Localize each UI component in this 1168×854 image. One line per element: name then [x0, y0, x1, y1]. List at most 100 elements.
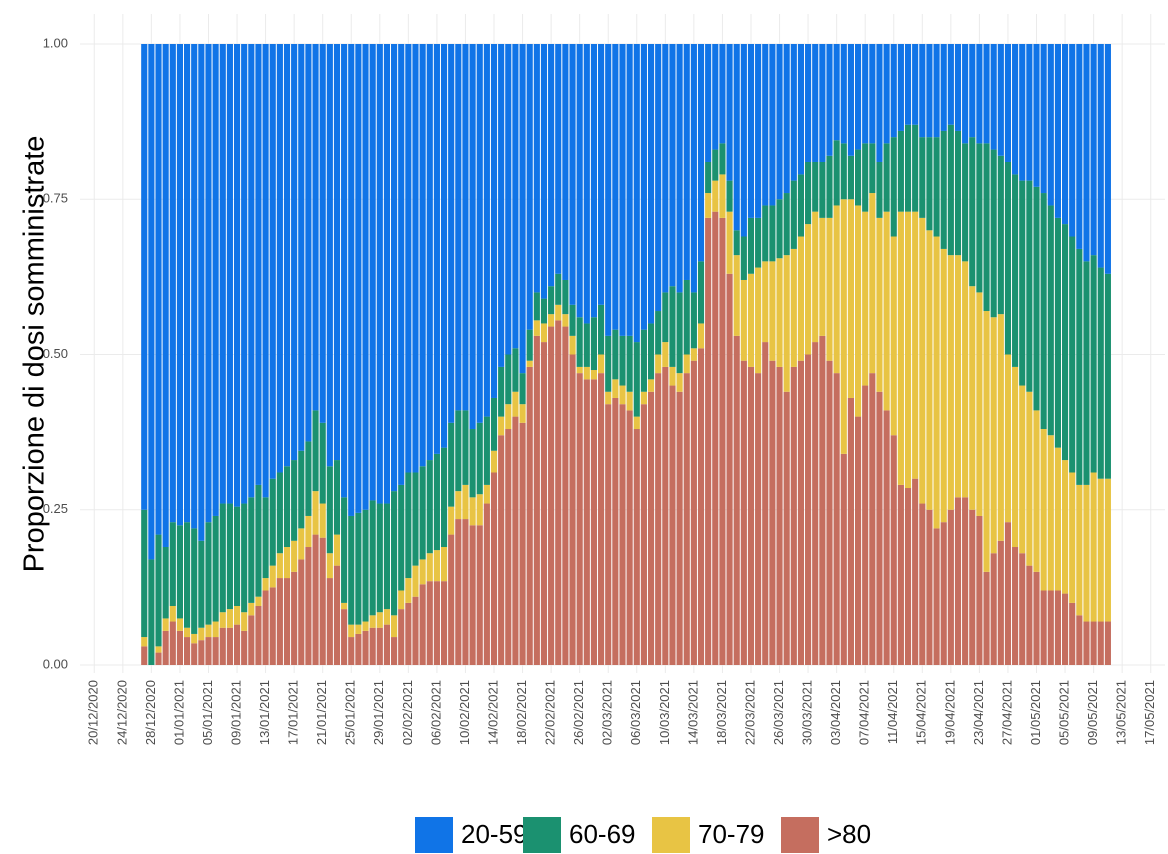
bar-segment	[1040, 590, 1047, 665]
bar-segment	[1069, 602, 1076, 665]
bar-segment	[455, 519, 462, 665]
bar-segment	[398, 590, 405, 610]
bar-segment	[890, 137, 897, 237]
bar-segment	[333, 534, 341, 566]
bar-segment	[662, 44, 669, 293]
bar-segment	[740, 279, 747, 361]
bar-segment	[690, 360, 697, 665]
x-tick-label: 13/01/2021	[257, 680, 272, 745]
bar-segment	[947, 255, 954, 510]
bar-segment	[198, 44, 205, 541]
bar-segment	[655, 373, 662, 665]
bar-segment	[1076, 44, 1083, 249]
bar-segment	[419, 44, 426, 467]
bar-segment	[219, 627, 226, 665]
x-tick-label: 09/05/2021	[1085, 680, 1100, 745]
bar-segment	[440, 44, 448, 448]
bar-segment	[655, 44, 662, 312]
bar-segment	[1104, 44, 1111, 274]
bar-segment	[540, 44, 548, 299]
bar-segment	[440, 581, 448, 665]
bar-segment	[1054, 447, 1061, 591]
bar-segment	[1069, 472, 1076, 603]
bar-segment	[162, 547, 169, 619]
bar-segment	[854, 416, 862, 665]
bar-segment	[205, 44, 212, 523]
bar-segment	[562, 279, 569, 315]
bar-segment	[548, 314, 555, 327]
bar-segment	[854, 149, 862, 206]
bar-segment	[826, 217, 833, 361]
bar-segment	[933, 137, 940, 237]
bar-segment	[205, 637, 212, 665]
bar-segment	[940, 522, 947, 665]
bar-segment	[355, 44, 362, 513]
bar-segment	[605, 404, 612, 665]
bar-segment	[291, 571, 298, 665]
bar-segment	[141, 637, 148, 647]
bar-segment	[962, 497, 969, 665]
bar-segment	[148, 559, 155, 665]
bar-segment	[433, 453, 440, 551]
bar-segment	[826, 155, 833, 218]
bar-segment	[326, 466, 333, 554]
bar-segment	[833, 140, 840, 206]
bar-segment	[369, 615, 376, 628]
bar-segment	[819, 161, 826, 218]
bar-segment	[1026, 44, 1033, 181]
bar-segment	[690, 348, 697, 361]
bar-segment	[812, 211, 819, 343]
bar-segment	[269, 565, 276, 588]
x-tick-label: 06/03/2021	[628, 680, 643, 745]
bar-segment	[1033, 186, 1040, 411]
bar-segment	[976, 143, 983, 293]
bar-segment	[705, 161, 712, 194]
bar-segment	[890, 44, 897, 138]
bar-segment	[298, 559, 305, 665]
bar-segment	[726, 273, 733, 665]
bar-segment	[255, 484, 262, 597]
bar-segment	[983, 311, 990, 572]
bar-segment	[269, 44, 276, 479]
bar-segment	[1061, 460, 1069, 594]
bar-segment	[419, 584, 426, 665]
bar-segment	[362, 621, 369, 631]
bar-segment	[533, 335, 540, 665]
bar-segment	[262, 44, 269, 498]
bar-segment	[897, 130, 904, 212]
bar-segment	[141, 44, 148, 510]
bar-segment	[683, 373, 690, 665]
bar-segment	[712, 180, 719, 212]
bar-segment	[876, 161, 883, 218]
bar-segment	[697, 348, 705, 665]
bar-segment	[226, 44, 233, 504]
bar-segment	[490, 397, 498, 451]
bar-segment	[926, 509, 933, 665]
bar-segment	[555, 320, 562, 665]
bar-segment	[762, 44, 769, 206]
bar-segment	[1061, 593, 1069, 665]
bar-segment	[298, 450, 305, 529]
bar-segment	[198, 627, 205, 641]
bar-segment	[733, 255, 740, 336]
bar-segment	[141, 646, 148, 665]
bar-segment	[519, 373, 526, 405]
bar-segment	[412, 596, 419, 665]
bar-segment	[319, 503, 326, 538]
x-tick-label: 01/01/2021	[171, 680, 186, 745]
bar-segment	[1097, 621, 1104, 665]
bar-segment	[191, 633, 198, 644]
bar-segment	[869, 143, 876, 194]
bar-segment	[598, 304, 605, 355]
bar-segment	[219, 612, 226, 628]
bar-segment	[1047, 205, 1054, 436]
bar-segment	[626, 44, 633, 336]
bar-segment	[940, 130, 947, 249]
bar-segment	[519, 44, 526, 374]
bar-segment	[1061, 224, 1069, 461]
bar-segment	[619, 385, 626, 405]
bar-segment	[533, 44, 540, 293]
bar-segment	[1033, 44, 1040, 187]
bar-segment	[883, 211, 890, 411]
bar-segment	[705, 44, 712, 162]
